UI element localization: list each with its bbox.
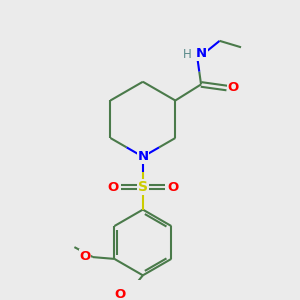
Text: N: N bbox=[196, 47, 207, 60]
Text: O: O bbox=[228, 82, 239, 94]
Text: O: O bbox=[107, 181, 118, 194]
Text: S: S bbox=[138, 180, 148, 194]
Text: O: O bbox=[80, 250, 91, 263]
Text: N: N bbox=[137, 150, 148, 163]
Text: O: O bbox=[167, 181, 178, 194]
Text: O: O bbox=[114, 288, 126, 300]
Text: H: H bbox=[183, 48, 192, 61]
